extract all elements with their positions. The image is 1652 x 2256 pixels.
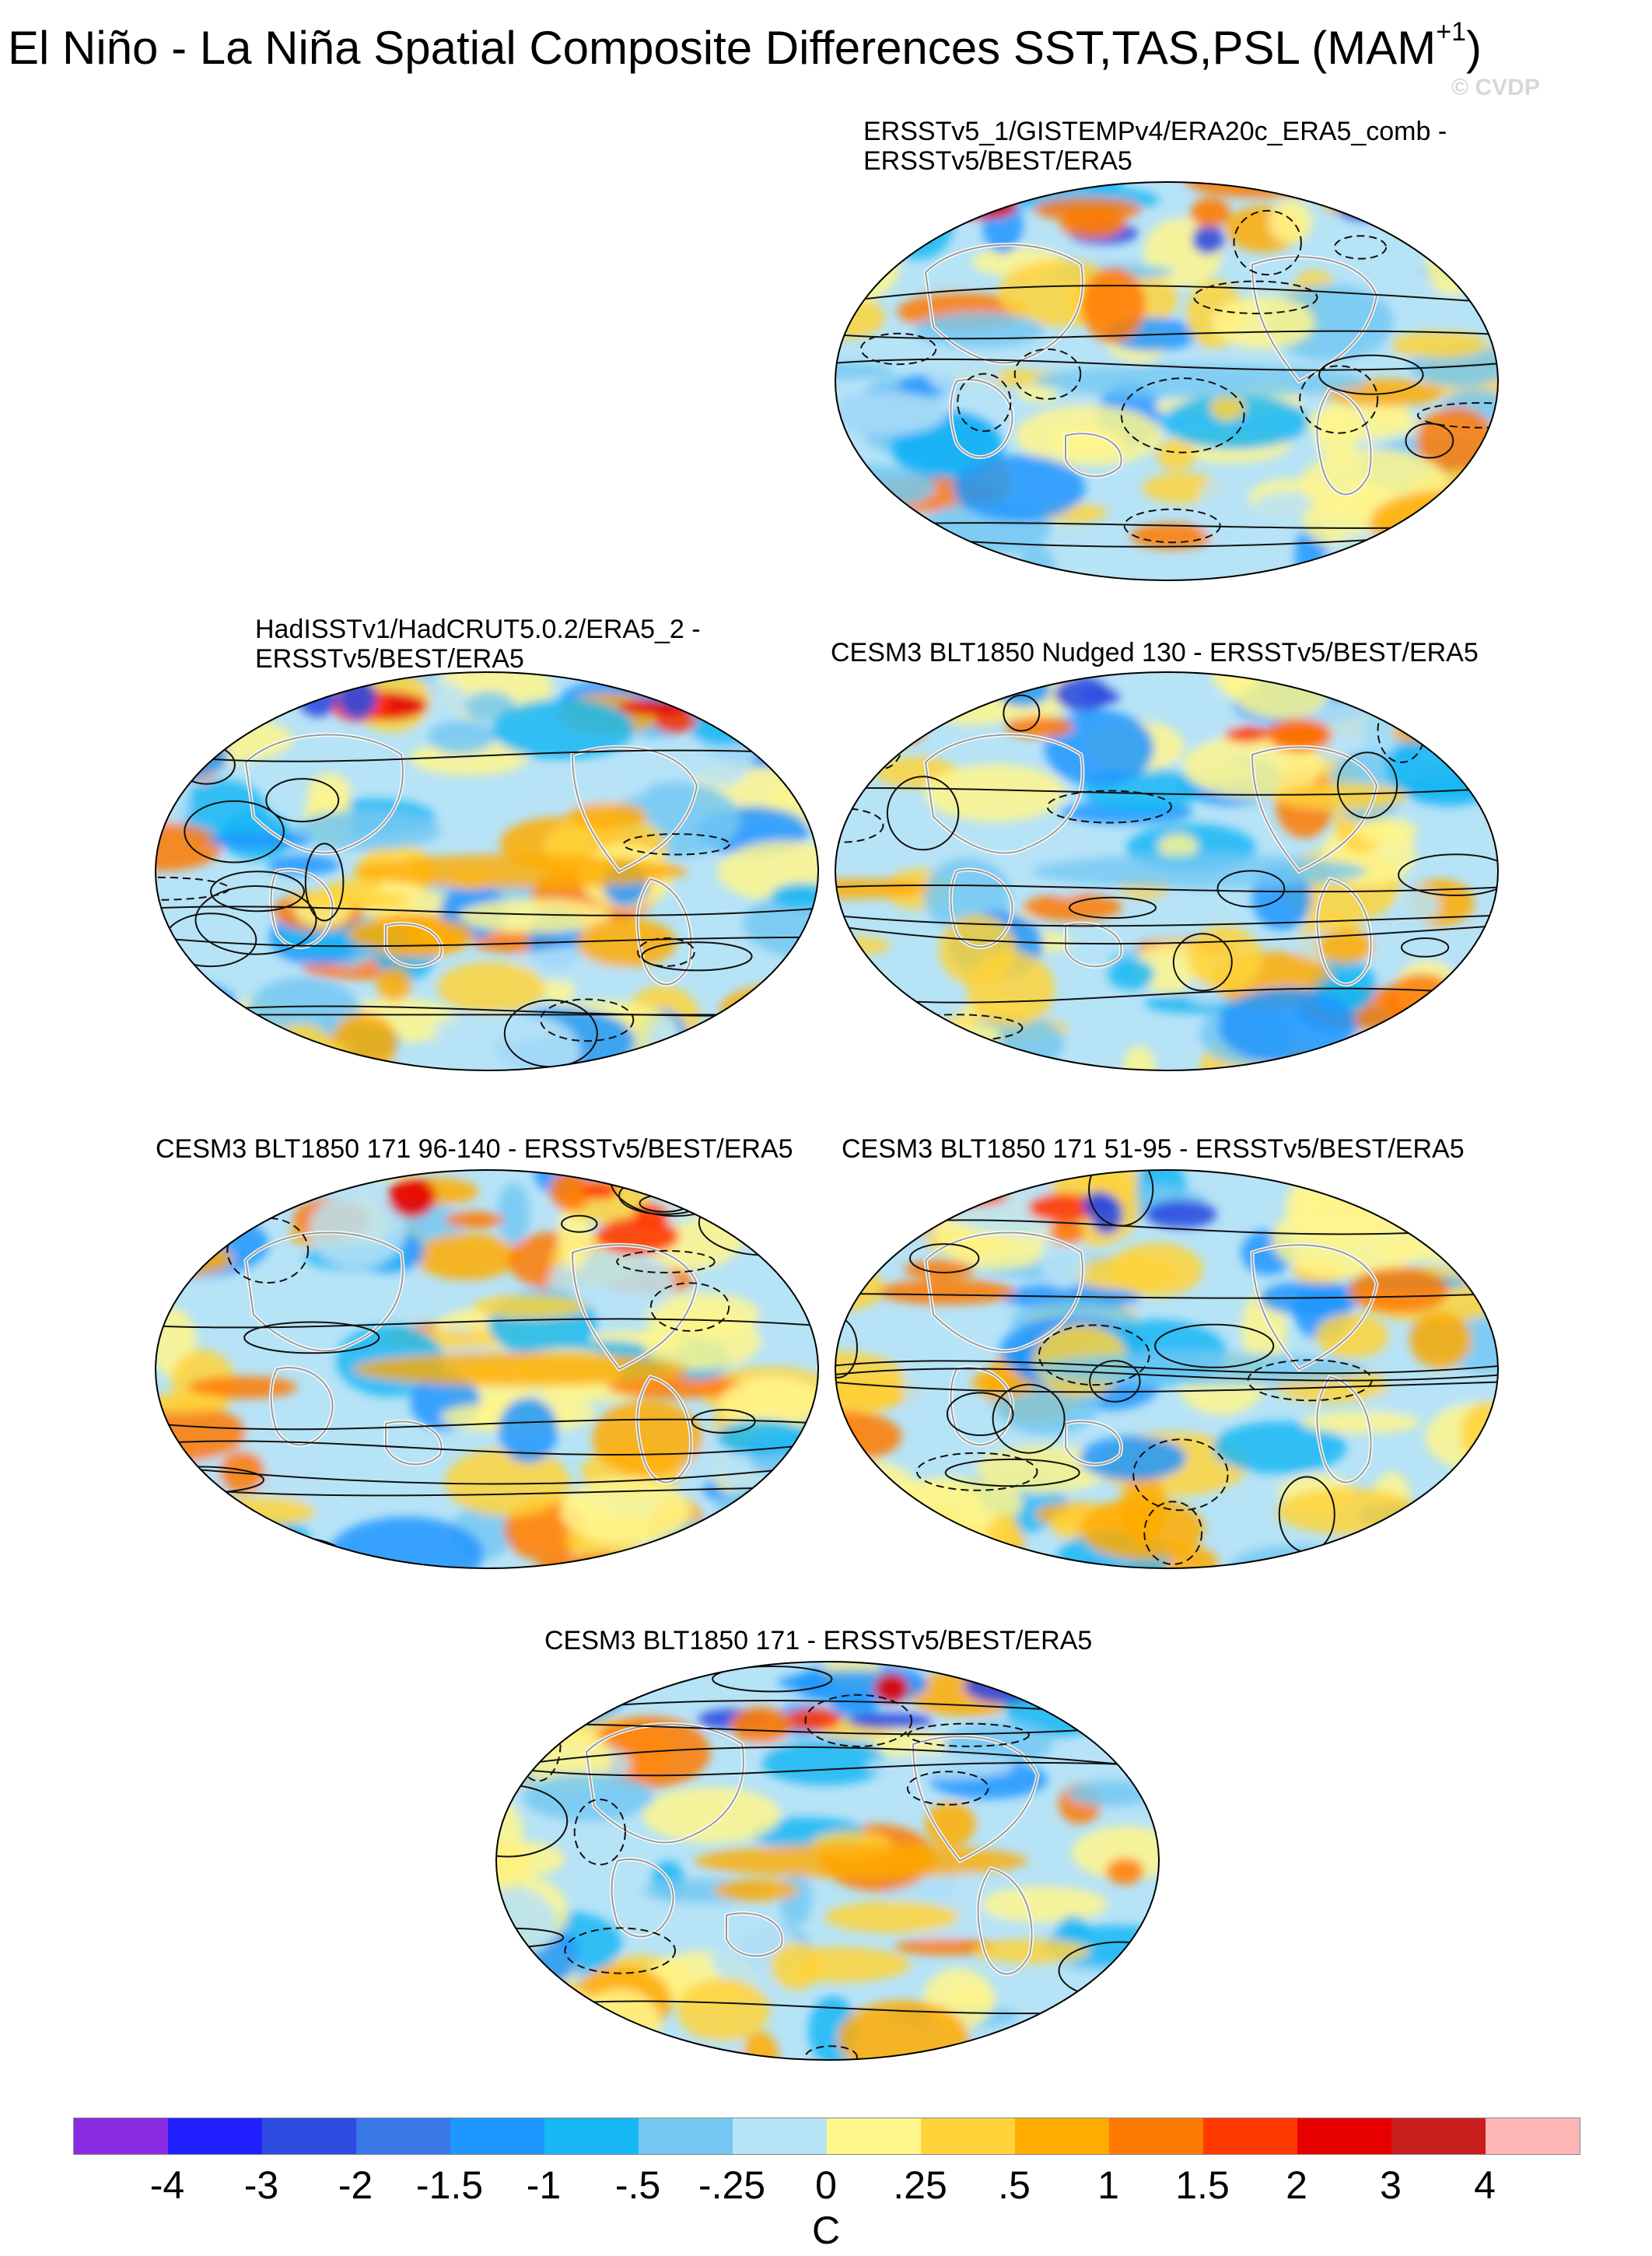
panel-3-title: CESM3 BLT1850 Nudged 130 - ERSSTv5/BEST/…	[831, 638, 1479, 667]
colorbar-swatch-2	[262, 2118, 356, 2154]
colorbar-swatch-0	[74, 2118, 168, 2154]
panel-4-map	[152, 1167, 821, 1571]
colorbar-tick-label: 3	[1380, 2163, 1402, 2207]
panel-1-map	[832, 179, 1501, 583]
colorbar	[73, 2118, 1580, 2155]
watermark-cvdp: © CVDP	[1451, 75, 1540, 100]
colorbar-tick-label: -1	[526, 2163, 562, 2207]
panel-2-title: HadISSTv1/HadCRUT5.0.2/ERA5_2 - ERSSTv5/B…	[255, 615, 701, 674]
colorbar-swatch-8	[827, 2118, 921, 2154]
colorbar-tick-label: -4	[149, 2163, 185, 2207]
panel-2-map	[152, 669, 821, 1074]
panel-5-title: CESM3 BLT1850 171 51-95 - ERSSTv5/BEST/E…	[842, 1134, 1465, 1164]
colorbar-swatch-4	[450, 2118, 544, 2154]
colorbar-tick-label: .5	[998, 2163, 1031, 2207]
panel-4-title: CESM3 BLT1850 171 96-140 - ERSSTv5/BEST/…	[156, 1134, 793, 1164]
panel-1-title: ERSSTv5_1/GISTEMPv4/ERA20c_ERA5_comb - ER…	[863, 117, 1447, 176]
panel-6-title: CESM3 BLT1850 171 - ERSSTv5/BEST/ERA5	[544, 1626, 1093, 1655]
colorbar-tick-label: -1.5	[415, 2163, 484, 2207]
colorbar-tick-label: 2	[1286, 2163, 1307, 2207]
panel-3-map	[832, 669, 1501, 1074]
colorbar-swatch-1	[168, 2118, 262, 2154]
colorbar-swatch-5	[544, 2118, 639, 2154]
panel-6-map	[493, 1659, 1162, 2063]
colorbar-swatch-12	[1203, 2118, 1297, 2154]
colorbar-tick-label: -2	[338, 2163, 373, 2207]
panel-5-map	[832, 1167, 1501, 1571]
colorbar-swatch-3	[356, 2118, 450, 2154]
colorbar-tick-label: 4	[1474, 2163, 1496, 2207]
colorbar-swatch-11	[1109, 2118, 1203, 2154]
colorbar-tick-label: -3	[243, 2163, 279, 2207]
colorbar-tick-label: 1	[1097, 2163, 1119, 2207]
colorbar-tick-label: -.5	[614, 2163, 661, 2207]
colorbar-tick-label: 0	[815, 2163, 837, 2207]
colorbar-swatch-15	[1486, 2118, 1580, 2154]
colorbar-swatch-13	[1297, 2118, 1391, 2154]
colorbar-swatch-7	[733, 2118, 827, 2154]
colorbar-tick-label: 1.5	[1175, 2163, 1230, 2207]
colorbar-swatch-10	[1015, 2118, 1109, 2154]
colorbar-units: C	[811, 2209, 841, 2252]
colorbar-swatch-9	[921, 2118, 1015, 2154]
figure-title: El Niño - La Niña Spatial Composite Diff…	[8, 17, 1482, 74]
colorbar-tick-label: -.25	[698, 2163, 766, 2207]
colorbar-swatch-14	[1391, 2118, 1486, 2154]
colorbar-swatch-6	[639, 2118, 733, 2154]
colorbar-tick-label: .25	[893, 2163, 947, 2207]
